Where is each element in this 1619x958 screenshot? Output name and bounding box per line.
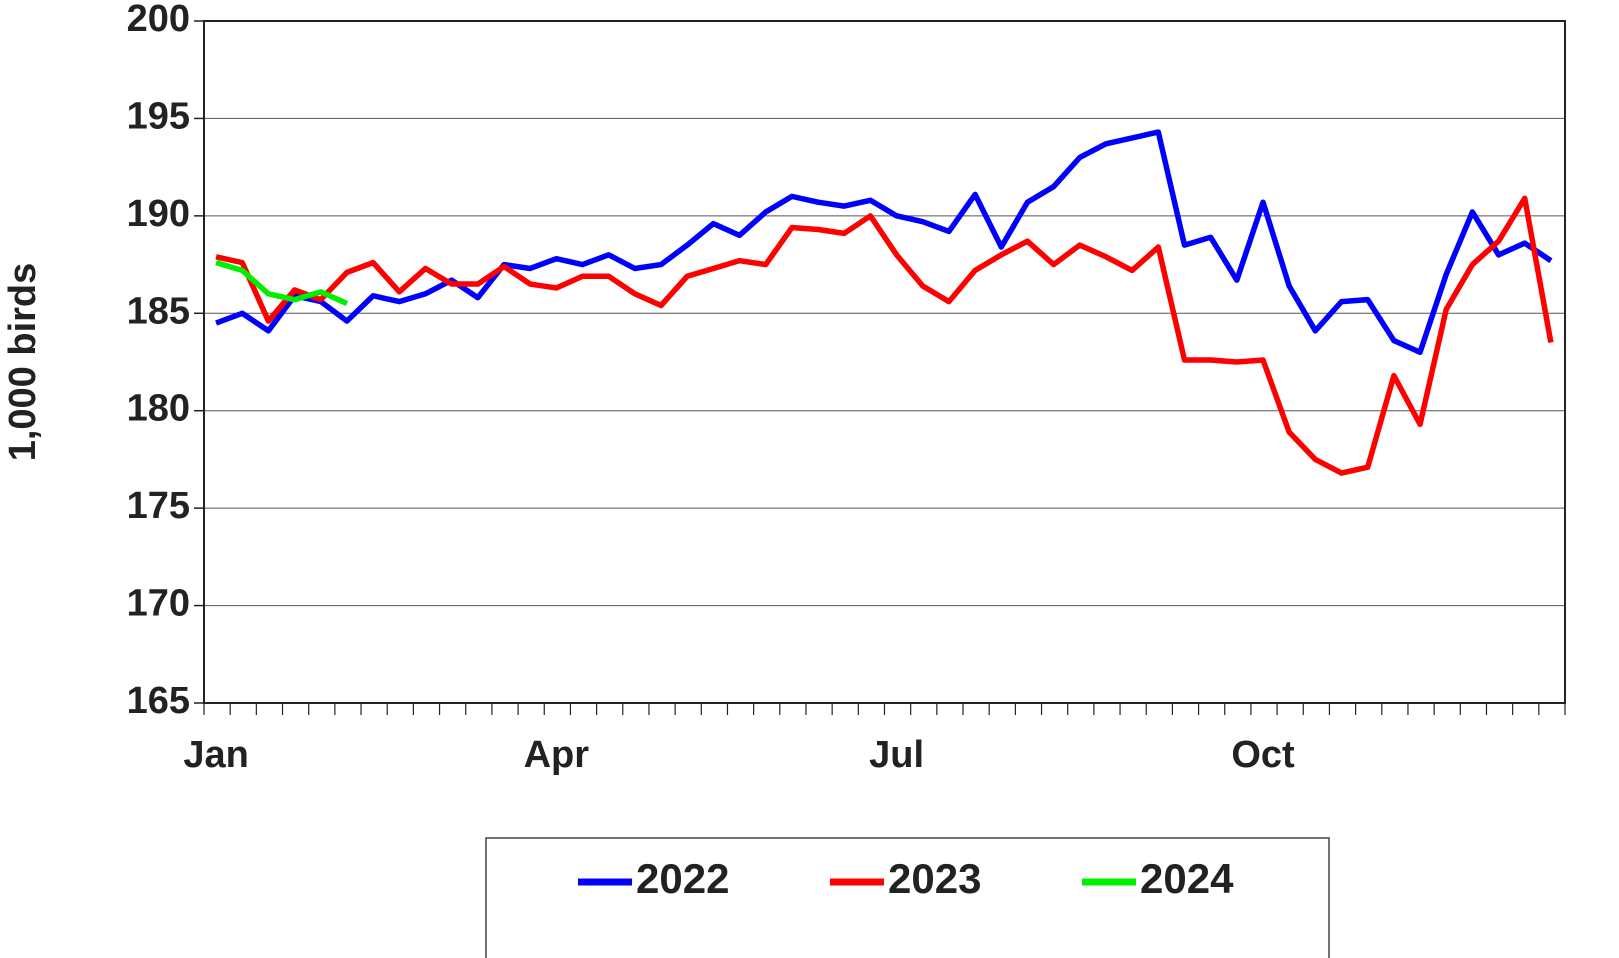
line-series bbox=[215, 195, 1554, 476]
legend-label: 2023 bbox=[888, 855, 981, 902]
y-tick-label: 165 bbox=[127, 680, 190, 722]
line-series bbox=[215, 259, 349, 307]
y-axis-label: 1,000 birds bbox=[2, 263, 44, 462]
legend-label: 2022 bbox=[636, 855, 729, 902]
x-tick-label: Oct bbox=[1231, 734, 1295, 776]
y-tick-label: 185 bbox=[127, 290, 190, 332]
x-tick-label: Apr bbox=[524, 734, 590, 776]
y-tick-label: 170 bbox=[127, 583, 190, 625]
legend-box bbox=[485, 837, 1330, 958]
x-tick-label: Jul bbox=[869, 734, 924, 776]
y-tick-label: 195 bbox=[127, 95, 190, 137]
legend-label: 2024 bbox=[1140, 855, 1234, 902]
y-tick-label: 175 bbox=[127, 485, 190, 527]
y-tick-label: 190 bbox=[127, 193, 190, 235]
y-tick-label: 200 bbox=[127, 0, 190, 40]
x-tick-label: Jan bbox=[183, 734, 248, 776]
plot-frame bbox=[203, 20, 1566, 704]
y-tick-label: 180 bbox=[127, 388, 190, 430]
line-series bbox=[215, 129, 1553, 356]
